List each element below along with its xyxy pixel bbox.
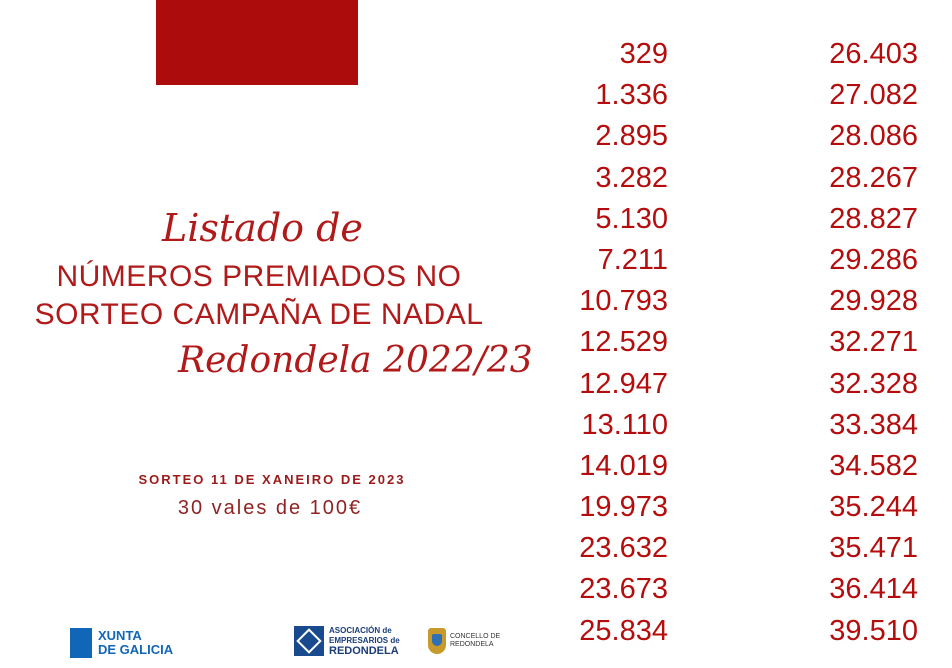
xunta-logo-line-2: DE GALICIA xyxy=(98,642,174,657)
winning-number: 23.673 xyxy=(579,573,668,606)
winning-number: 12.947 xyxy=(579,367,668,400)
winning-number: 2.895 xyxy=(595,120,668,153)
winning-number: 7.211 xyxy=(597,243,668,276)
winning-number: 26.403 xyxy=(829,38,918,70)
winning-number: 3.282 xyxy=(595,161,668,194)
winning-number: 1.336 xyxy=(595,79,668,112)
winning-number: 12.529 xyxy=(579,326,668,359)
winning-number: 33.384 xyxy=(829,408,918,441)
concello-logo-line-1: CONCELLO DE xyxy=(450,633,501,640)
winning-number: 10.793 xyxy=(579,285,668,318)
winning-number: 32.328 xyxy=(829,367,918,400)
winning-number: 23.632 xyxy=(579,532,668,565)
concello-logo: CONCELLO DE REDONDELA xyxy=(428,620,500,662)
red-banner-block xyxy=(156,0,358,85)
winning-number: 29.286 xyxy=(829,243,918,276)
winning-number: 28.267 xyxy=(829,161,918,194)
winning-number: 39.510 xyxy=(829,614,918,647)
vouchers-text: 30 vales de 100€ xyxy=(177,497,363,519)
winning-number: 19.973 xyxy=(579,491,668,524)
numbers-column-1: 329 1.336 2.895 3.282 5.130 7.211 10.793… xyxy=(508,34,668,652)
winning-number: 28.827 xyxy=(829,202,918,235)
winning-number: 5.130 xyxy=(595,202,668,235)
concello-logo-line-2: REDONDELA xyxy=(450,641,494,648)
winning-number: 36.414 xyxy=(829,573,918,606)
winning-number: 28.086 xyxy=(829,120,918,153)
numbers-column-2: 26.403 27.082 28.086 28.267 28.827 29.28… xyxy=(758,34,918,652)
xunta-emblem-icon xyxy=(70,628,92,658)
winning-number: 35.244 xyxy=(829,491,918,524)
winning-number: 25.834 xyxy=(579,614,668,647)
winning-number: 329 xyxy=(619,38,668,70)
heading-script-bottom: Redondela 2022/23 xyxy=(178,340,533,381)
winning-number: 14.019 xyxy=(579,449,668,482)
coat-of-arms-icon xyxy=(428,628,446,654)
heading-script-top: Listado de xyxy=(162,206,363,250)
draw-date: SORTEO 11 DE XANEIRO DE 2023 xyxy=(138,472,406,487)
winning-number: 13.110 xyxy=(581,408,668,441)
asociacion-logo-line-1: ASOCIACIÓN de xyxy=(329,626,392,635)
winning-number: 34.582 xyxy=(829,449,918,482)
xunta-logo-line-1: XUNTA xyxy=(98,628,142,643)
asociacion-emblem-icon xyxy=(294,626,324,656)
heading-line-2: SORTEO CAMPAÑA DE NADAL xyxy=(34,298,484,331)
asociacion-logo-line-3: REDONDELA xyxy=(329,645,399,657)
asociacion-logo: ASOCIACIÓN de EMPRESARIOS de REDONDELA xyxy=(294,620,400,662)
asociacion-logo-line-2: EMPRESARIOS de xyxy=(329,636,400,645)
winning-number: 32.271 xyxy=(829,326,918,359)
winning-number: 35.471 xyxy=(829,532,918,565)
heading-line-1: NÚMEROS PREMIADOS NO xyxy=(56,260,462,293)
winning-number: 27.082 xyxy=(829,79,918,112)
winning-number: 29.928 xyxy=(829,285,918,318)
xunta-logo: XUNTA DE GALICIA xyxy=(70,622,173,664)
